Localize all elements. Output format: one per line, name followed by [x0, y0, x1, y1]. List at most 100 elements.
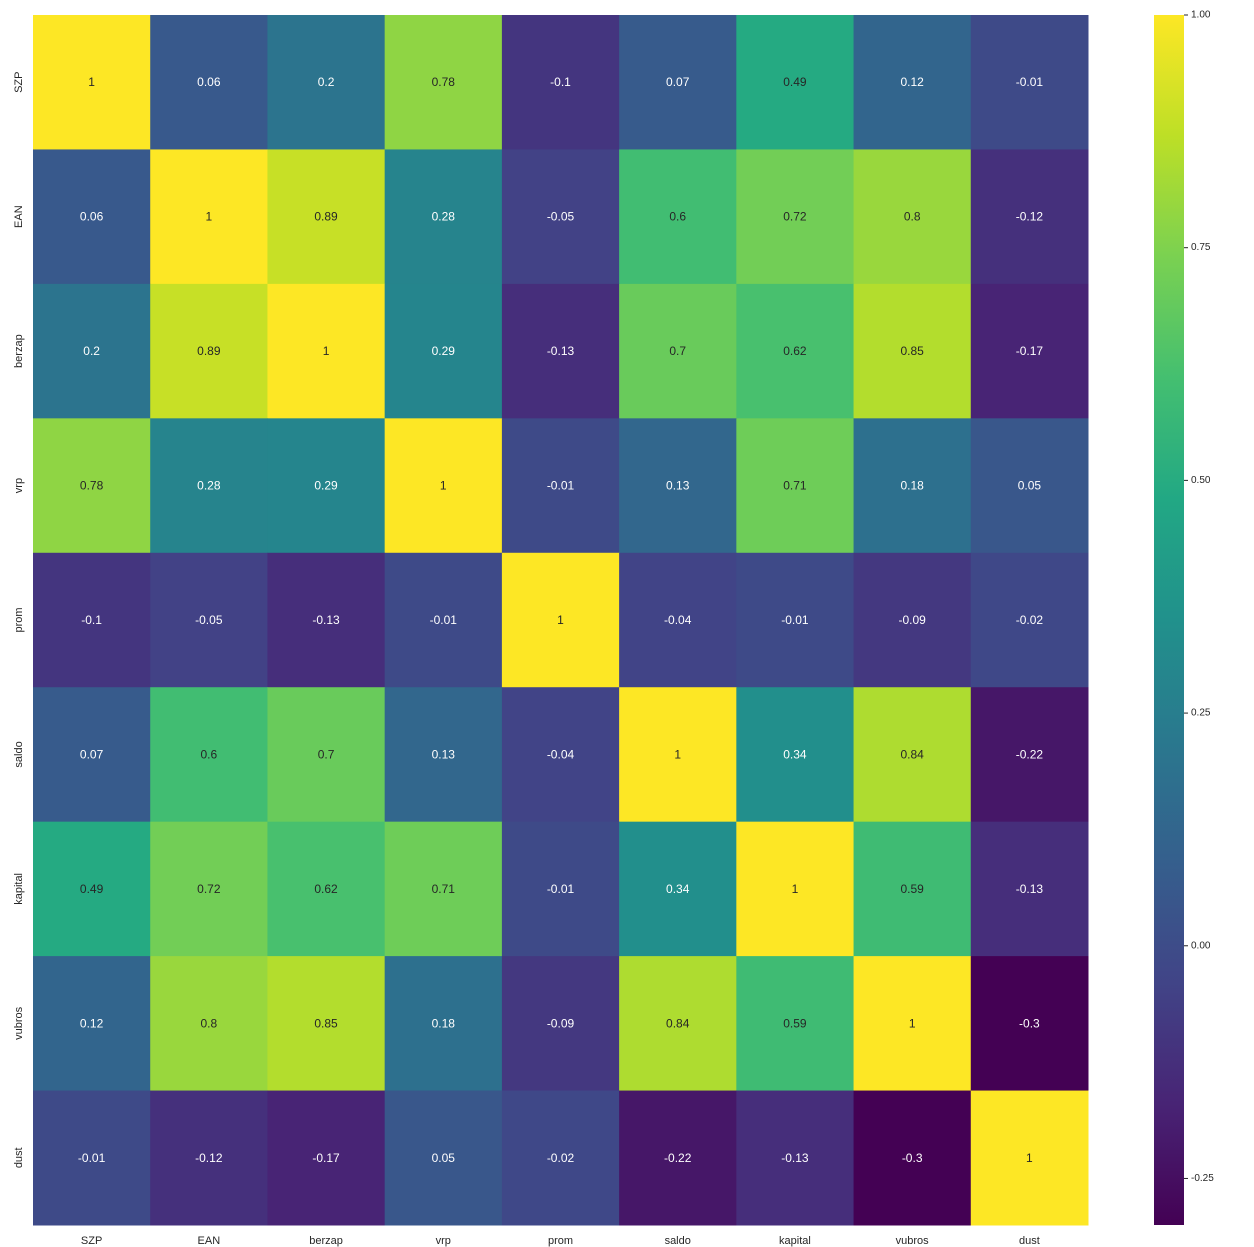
cell-value-label: 1 [88, 75, 95, 89]
cell-value-label: 0.84 [666, 1016, 690, 1030]
heatmap-cell-prom-prom [501, 552, 620, 688]
heatmap-cell-kapital-vubros [853, 821, 972, 957]
heatmap-cell-SZP-dust [970, 15, 1089, 150]
heatmap-cell-EAN-SZP [33, 149, 151, 285]
cell-value-label: -0.04 [547, 747, 575, 761]
heatmap-cell-kapital-saldo [619, 821, 737, 957]
y-tick-label-dust: dust [13, 1147, 25, 1168]
cell-value-label: 0.62 [783, 344, 807, 358]
heatmap-cell-berzap-vrp [384, 283, 503, 419]
heatmap-cell-vrp-prom [501, 418, 620, 554]
cell-value-label: 0.34 [783, 747, 807, 761]
y-tick-label-prom: prom [13, 607, 25, 632]
colorbar-tick-label: 0.00 [1191, 940, 1211, 951]
cell-value-label: 0.12 [900, 75, 924, 89]
x-tick-label-prom: prom [548, 1235, 573, 1247]
cell-value-label: 0.8 [904, 210, 921, 224]
cell-value-label: -0.01 [78, 1151, 106, 1165]
heatmap-cell-saldo-SZP [33, 687, 151, 823]
cell-value-label: 0.29 [432, 344, 456, 358]
cell-value-label: 0.34 [666, 882, 690, 896]
heatmap-cell-EAN-prom [501, 149, 620, 285]
heatmap-cell-SZP-prom [501, 15, 620, 150]
cell-value-label: -0.09 [547, 1016, 575, 1030]
heatmap-cell-vubros-dust [970, 956, 1089, 1092]
heatmap-cell-kapital-dust [970, 821, 1089, 957]
cell-value-label: 0.59 [900, 882, 924, 896]
colorbar-gradient [1154, 15, 1184, 1225]
cell-value-label: 0.06 [197, 75, 221, 89]
cell-value-label: 0.84 [900, 747, 924, 761]
heatmap-cell-berzap-kapital [736, 283, 855, 419]
heatmap-cell-saldo-saldo [619, 687, 737, 823]
heatmap-cell-SZP-EAN [150, 15, 268, 150]
heatmap-cell-EAN-vrp [384, 149, 503, 285]
heatmap-cell-prom-EAN [150, 552, 268, 688]
heatmap-cell-SZP-SZP [33, 15, 151, 150]
heatmap-cell-vubros-vubros [853, 956, 972, 1092]
cell-value-label: 0.6 [669, 210, 686, 224]
heatmap-cell-berzap-EAN [150, 283, 268, 419]
y-tick-label-kapital: kapital [13, 873, 25, 905]
cell-value-label: 0.13 [432, 747, 456, 761]
heatmap-cell-dust-SZP [33, 1090, 151, 1226]
cell-value-label: 0.7 [318, 747, 335, 761]
cell-value-label: 1 [440, 479, 447, 493]
heatmap-cell-prom-dust [970, 552, 1089, 688]
heatmap-cell-dust-vrp [384, 1090, 503, 1226]
colorbar-tick-label: 1.00 [1191, 10, 1211, 21]
heatmap-cell-kapital-prom [501, 821, 620, 957]
cell-value-label: 0.62 [314, 882, 338, 896]
x-tick-label-dust: dust [1019, 1235, 1040, 1247]
heatmap-cell-SZP-vrp [384, 15, 503, 150]
heatmap-cell-saldo-EAN [150, 687, 268, 823]
heatmap-cell-dust-saldo [619, 1090, 737, 1226]
cell-value-label: -0.04 [664, 613, 692, 627]
cell-value-label: 0.85 [314, 1016, 338, 1030]
cell-value-label: -0.3 [902, 1151, 923, 1165]
cell-value-label: -0.13 [781, 1151, 809, 1165]
cell-value-label: -0.05 [547, 210, 575, 224]
cell-value-label: -0.02 [547, 1151, 575, 1165]
colorbar-tick-label: 0.50 [1191, 475, 1211, 486]
cell-value-label: 0.13 [666, 479, 690, 493]
heatmap-cell-vubros-kapital [736, 956, 855, 1092]
cell-value-label: 0.28 [197, 479, 221, 493]
cell-value-label: -0.09 [898, 613, 926, 627]
cell-value-label: 0.2 [83, 344, 100, 358]
cell-value-label: 0.85 [900, 344, 924, 358]
colorbar-tick-label: 0.75 [1191, 242, 1211, 253]
heatmap-cell-prom-berzap [267, 552, 386, 688]
heatmap-cell-saldo-berzap [267, 687, 386, 823]
heatmap-cell-EAN-saldo [619, 149, 737, 285]
x-tick-label-berzap: berzap [309, 1235, 343, 1247]
cell-value-label: 0.6 [200, 747, 217, 761]
x-tick-label-kapital: kapital [779, 1235, 811, 1247]
heatmap-cell-prom-kapital [736, 552, 855, 688]
heatmap-cell-prom-SZP [33, 552, 151, 688]
cell-value-label: 0.06 [80, 210, 104, 224]
cell-value-label: 1 [323, 344, 330, 358]
cell-value-label: -0.17 [1016, 344, 1044, 358]
heatmap-cells: 1 0.06 0.2 0.78 -0.1 0.07 0.49 0.12 -0.01 0.06 1 0.… [33, 15, 1089, 1226]
cell-value-label: -0.12 [195, 1151, 223, 1165]
cell-value-label: 1 [205, 210, 212, 224]
cell-value-label: -0.13 [312, 613, 340, 627]
heatmap-cell-vubros-saldo [619, 956, 737, 1092]
heatmap-cell-vrp-EAN [150, 418, 268, 554]
colorbar: 1.00 0.75 0.50 0.25 0.00 -0.25 [1154, 10, 1214, 1225]
cell-value-label: 0.05 [432, 1151, 456, 1165]
cell-value-label: 0.49 [80, 882, 104, 896]
heatmap-cell-berzap-SZP [33, 283, 151, 419]
cell-value-label: 0.2 [318, 75, 335, 89]
cell-value-label: -0.01 [430, 613, 458, 627]
cell-value-label: -0.13 [1016, 882, 1044, 896]
x-tick-label-EAN: EAN [198, 1235, 221, 1247]
heatmap-cell-kapital-vrp [384, 821, 503, 957]
cell-value-label: 1 [909, 1016, 916, 1030]
cell-value-label: -0.01 [781, 613, 809, 627]
x-tick-label-vubros: vubros [896, 1235, 930, 1247]
cell-value-label: 0.78 [432, 75, 456, 89]
y-tick-label-vubros: vubros [13, 1006, 25, 1040]
cell-value-label: 0.18 [900, 479, 924, 493]
